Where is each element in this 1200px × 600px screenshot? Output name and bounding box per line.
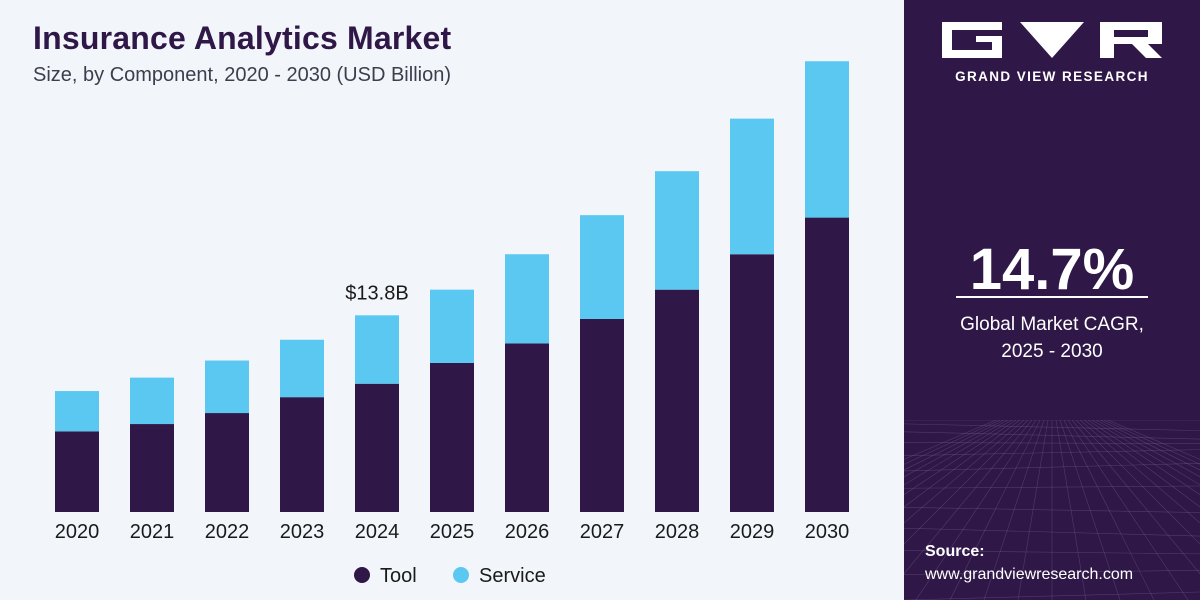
x-tick-label: 2027 <box>580 521 625 543</box>
chart-title: Insurance Analytics Market <box>33 20 452 56</box>
wireframe-line <box>904 527 1200 537</box>
bar-service-2026 <box>505 254 549 344</box>
wireframe-line <box>904 507 1200 513</box>
wireframe-line <box>904 420 1029 545</box>
wireframe-line <box>904 420 1013 486</box>
chart-panel: Insurance Analytics Market Size, by Comp… <box>0 0 904 600</box>
wireframe-line <box>904 442 1200 444</box>
data-label: $13.8B <box>345 282 408 304</box>
bar-service-2023 <box>280 339 324 398</box>
bar-tool-2022 <box>205 413 249 512</box>
wireframe-line <box>1055 420 1087 600</box>
bar-service-2022 <box>205 360 249 414</box>
bar-tool-2023 <box>280 397 324 512</box>
x-tick-label: 2020 <box>55 521 100 543</box>
wireframe-line <box>904 569 1200 575</box>
legend-label-tool: Tool <box>380 565 417 587</box>
wireframe-line <box>904 420 997 460</box>
wireframe-line <box>904 420 1033 575</box>
chart-subtitle: Size, by Component, 2020 - 2030 (USD Bil… <box>33 64 451 86</box>
x-tick-label: 2030 <box>805 521 850 543</box>
bar-service-2025 <box>430 289 474 363</box>
bar-tool-2027 <box>580 318 624 512</box>
source-label: Source: <box>925 543 985 560</box>
wireframe-line <box>904 463 1200 472</box>
wireframe-line <box>904 420 1009 478</box>
x-tick-label: 2023 <box>280 521 325 543</box>
cagr-divider <box>956 296 1148 298</box>
bar-service-2020 <box>55 391 99 432</box>
wireframe-background <box>904 420 1200 600</box>
bar-tool-2028 <box>655 289 699 512</box>
wireframe-line <box>1067 420 1189 600</box>
legend-marker-tool <box>354 567 370 583</box>
x-tick-label: 2026 <box>505 521 550 543</box>
wireframe-line <box>1095 420 1200 478</box>
wireframe-line <box>904 591 1200 600</box>
wireframe-line <box>1075 420 1200 545</box>
bar-tool-2029 <box>730 254 774 512</box>
bar-tool-2025 <box>430 362 474 512</box>
wireframe-line <box>1017 420 1049 600</box>
wireframe-line <box>904 420 1025 524</box>
wireframe-line <box>904 420 1021 508</box>
brand-panel: GRAND VIEW RESEARCH 14.7% Global Market … <box>904 0 1200 600</box>
wireframe-line <box>1091 420 1200 486</box>
wireframe-line <box>904 550 1200 555</box>
cagr-label: Global Market CAGR, 2025 - 2030 <box>904 311 1200 365</box>
bar-service-2029 <box>730 118 774 255</box>
bar-service-2024 <box>355 315 399 384</box>
source-link[interactable]: www.grandviewresearch.com <box>925 566 1134 583</box>
x-tick-label: 2021 <box>130 521 175 543</box>
wireframe-line <box>1059 420 1121 600</box>
x-tick-label: 2024 <box>355 521 400 543</box>
wireframe-line <box>904 485 1200 489</box>
brand-name: GRAND VIEW RESEARCH <box>955 69 1149 84</box>
wireframe-line <box>904 420 1001 465</box>
wireframe-line <box>915 420 1037 600</box>
cagr-label-line2: 2025 - 2030 <box>1001 341 1103 362</box>
wireframe-line <box>904 423 1200 431</box>
wireframe-line <box>904 449 1200 456</box>
x-tick-label: 2022 <box>205 521 250 543</box>
x-tick-label: 2028 <box>655 521 700 543</box>
bar-service-2021 <box>130 377 174 425</box>
wireframe-line <box>1099 420 1200 471</box>
bar-service-2030 <box>805 61 849 218</box>
x-tick-label: 2025 <box>430 521 475 543</box>
cagr-label-line1: Global Market CAGR, <box>960 314 1144 335</box>
wireframe-line <box>904 420 1005 471</box>
wireframe-line <box>904 431 1200 440</box>
wireframe-line <box>1063 420 1155 600</box>
wireframe-line <box>904 420 1017 496</box>
legend-marker-service <box>453 567 469 583</box>
cagr-value: 14.7% <box>969 237 1135 302</box>
bar-service-2027 <box>580 215 624 319</box>
bar-tool-2026 <box>505 343 549 512</box>
gvr-logo-icon <box>942 22 1162 58</box>
wireframe-line <box>983 420 1045 600</box>
bar-chart: 2020 2021 2022 2023 2024 2025 2026 2027 2028 2029… <box>55 61 850 587</box>
wireframe-line <box>949 420 1041 600</box>
x-tick-label: 2029 <box>730 521 775 543</box>
bar-tool-2024 <box>355 383 399 512</box>
legend-label-service: Service <box>479 565 546 587</box>
bar-service-2028 <box>655 171 699 290</box>
bar-tool-2030 <box>805 217 849 513</box>
wireframe-line <box>1087 420 1200 496</box>
wireframe-line <box>1079 420 1200 524</box>
wireframe-line <box>1083 420 1200 508</box>
bar-tool-2021 <box>130 424 174 512</box>
bar-tool-2020 <box>55 431 99 512</box>
